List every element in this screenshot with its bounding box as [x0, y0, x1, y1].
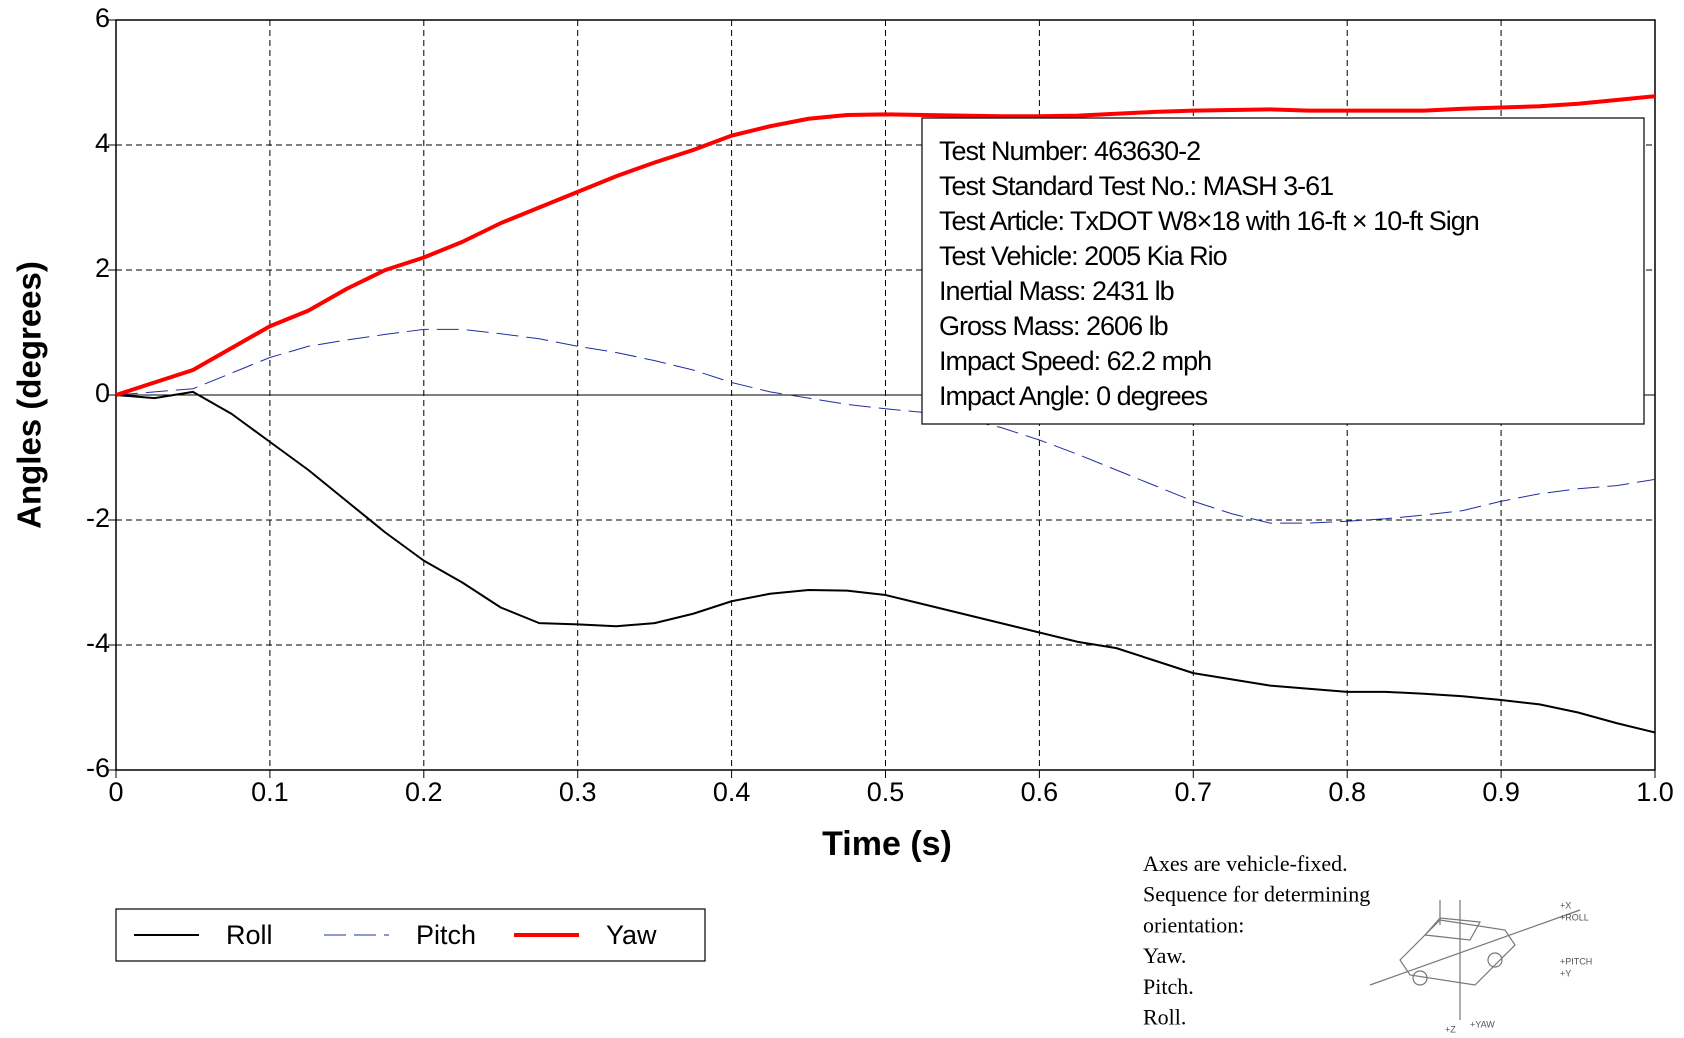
x-tick-label: 1.0	[1636, 777, 1674, 807]
note-line: Roll.	[1143, 1005, 1186, 1030]
diagram-label: +YAW	[1470, 1019, 1495, 1029]
x-tick-label: 0.7	[1175, 777, 1213, 807]
y-tick-label: 6	[95, 3, 110, 33]
info-line: Test Vehicle: 2005 Kia Rio	[939, 241, 1227, 271]
info-box	[921, 117, 1645, 425]
note-line: Sequence for determining	[1143, 882, 1370, 907]
series-line	[115, 94, 1656, 397]
diagram-label: +Y	[1560, 968, 1571, 978]
note-line: orientation:	[1143, 912, 1244, 937]
y-tick-label: -6	[86, 753, 110, 783]
x-axis-title: Time (s)	[822, 825, 952, 863]
series-line	[115, 328, 1656, 524]
info-line: Gross Mass: 2606 lb	[939, 311, 1168, 341]
y-tick-label: -2	[86, 503, 110, 533]
x-tick-label: 0.3	[559, 777, 597, 807]
diagram-label: +Z	[1445, 1024, 1456, 1034]
note-line: Yaw.	[1143, 943, 1186, 968]
x-tick-label: 0.5	[867, 777, 905, 807]
info-line: Test Article: TxDOT W8×18 with 16-ft × 1…	[939, 206, 1479, 236]
diagram-label: +ROLL	[1560, 912, 1589, 922]
y-axis-title: Angles (degrees)	[11, 261, 48, 529]
series-line	[115, 390, 1656, 734]
x-tick-label: 0.6	[1021, 777, 1059, 807]
x-tick-label: 0	[108, 777, 123, 807]
x-tick-label: 0.9	[1482, 777, 1520, 807]
legend-label: Yaw	[606, 920, 657, 950]
info-line: Impact Speed: 62.2 mph	[939, 346, 1211, 376]
diagram-label: +PITCH	[1560, 956, 1592, 966]
y-tick-label: -4	[86, 628, 110, 658]
legend-box	[115, 908, 706, 962]
x-tick-label: 0.1	[251, 777, 289, 807]
y-tick-label: 2	[95, 253, 110, 283]
info-line: Inertial Mass: 2431 lb	[939, 276, 1174, 306]
legend-label: Roll	[226, 920, 273, 950]
note-line: Pitch.	[1143, 974, 1194, 999]
orientation-diagram	[1369, 900, 1581, 1020]
diagram-label: +X	[1560, 900, 1571, 910]
x-tick-label: 0.2	[405, 777, 443, 807]
info-line: Test Standard Test No.: MASH 3-61	[939, 171, 1333, 201]
legend-label: Pitch	[416, 920, 476, 950]
x-tick-label: 0.8	[1328, 777, 1366, 807]
x-tick-label: 0.4	[713, 777, 751, 807]
y-tick-label: 4	[95, 128, 110, 158]
note-line: Axes are vehicle-fixed.	[1143, 851, 1348, 876]
y-tick-label: 0	[95, 378, 110, 408]
info-line: Impact Angle: 0 degrees	[939, 381, 1208, 411]
info-line: Test Number: 463630-2	[939, 136, 1200, 166]
